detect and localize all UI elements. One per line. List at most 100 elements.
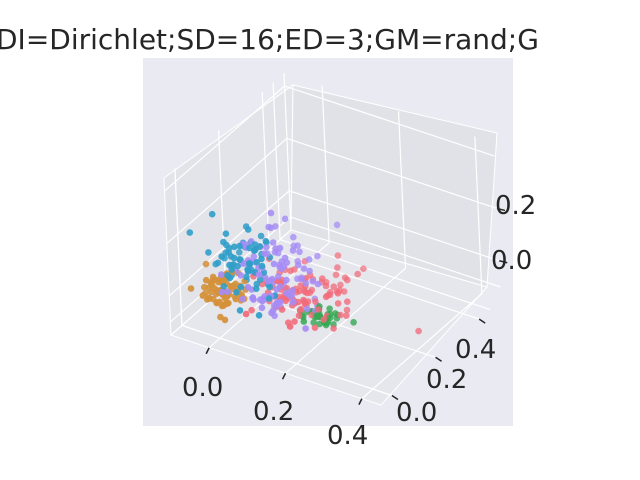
- scatter-point-cluster-4: [267, 277, 275, 284]
- scatter-point-cluster-1: [330, 325, 337, 332]
- scatter-point-cluster-4: [270, 260, 278, 268]
- grid-line-back-x: [321, 85, 330, 243]
- scatter-point-cluster-3: [258, 255, 265, 263]
- scatter-point-cluster-4: [267, 224, 275, 232]
- scatter-point-cluster-1: [340, 288, 348, 295]
- scatter-point-cluster-1: [330, 283, 338, 291]
- scatter-point-cluster-1: [337, 311, 344, 319]
- scatter-point-cluster-3: [257, 232, 265, 240]
- scatter-point-cluster-3: [244, 226, 252, 233]
- x-tick-mark: [205, 347, 210, 355]
- scatter-point-cluster-1: [332, 271, 340, 279]
- scatter-point-cluster-4: [309, 277, 317, 285]
- z-tick-mark: [499, 260, 508, 264]
- scatter-point-cluster-2: [202, 276, 210, 284]
- scatter-point-cluster-4: [302, 279, 310, 287]
- scatter-point-cluster-5: [300, 318, 308, 325]
- y-tick-label-0: 0.0: [396, 398, 437, 428]
- scatter-point-cluster-3: [228, 262, 236, 270]
- scatter-point-cluster-2: [202, 260, 210, 268]
- scatter-point-cluster-2: [203, 296, 211, 303]
- scatter-point-cluster-4: [258, 304, 266, 312]
- scatter-point-cluster-2: [216, 298, 223, 306]
- scatter-point-cluster-2: [232, 295, 240, 303]
- scatter-point-cluster-1: [314, 306, 322, 313]
- scatter-point-cluster-1: [334, 290, 342, 297]
- scatter-point-cluster-3: [218, 253, 225, 260]
- scatter-point-cluster-3: [252, 285, 260, 293]
- scatter-point-cluster-5: [326, 305, 333, 313]
- scatter-point-cluster-1: [242, 310, 250, 318]
- scatter-point-cluster-4: [287, 292, 294, 300]
- scatter-point-cluster-4: [241, 260, 248, 267]
- scatter-point-cluster-3: [258, 262, 266, 270]
- z-tick-label-1: 0.2: [495, 191, 536, 221]
- scatter-point-cluster-4: [283, 276, 290, 284]
- scatter-point-cluster-4: [269, 307, 277, 315]
- scatter-point-cluster-4: [249, 294, 256, 302]
- scatter-point-cluster-4: [314, 280, 322, 288]
- chart-title: DI=Dirichlet;SD=16;ED=3;GM=rand;G: [0, 23, 539, 56]
- scatter-point-cluster-4: [289, 247, 297, 254]
- scatter-point-cluster-3: [262, 237, 270, 245]
- scatter-point-cluster-4: [239, 295, 247, 303]
- scatter-point-cluster-3: [214, 259, 222, 267]
- scatter-point-cluster-3: [266, 283, 274, 291]
- grid-line-back-x: [474, 136, 483, 294]
- scatter-point-cluster-1: [344, 298, 351, 306]
- scatter-point-cluster-4: [303, 305, 311, 313]
- scatter-point-cluster-4: [276, 244, 284, 252]
- grid-line-floor-x: [361, 293, 483, 400]
- grid-line-left-y: [261, 92, 270, 250]
- scatter-point-cluster-1: [343, 312, 350, 320]
- scatter-point-cluster-4: [274, 273, 282, 280]
- scatter-point-cluster-4: [281, 215, 289, 223]
- scatter-point-cluster-1: [415, 327, 422, 335]
- grid-line-floor-y: [181, 324, 393, 397]
- scatter-point-cluster-2: [232, 280, 239, 288]
- scatter-point-cluster-1: [287, 267, 294, 275]
- scatter-point-cluster-4: [314, 252, 321, 260]
- grid-line-back-z: [286, 137, 498, 209]
- grid-line-back-z: [289, 190, 500, 262]
- z-tick-label-0: 0.0: [491, 246, 532, 276]
- scatter-point-cluster-4: [218, 288, 226, 296]
- scatter-point-cluster-2: [223, 293, 231, 300]
- scatter-point-cluster-2: [215, 276, 222, 284]
- grid-line-left-y: [174, 168, 183, 326]
- scatter-point-cluster-5: [313, 312, 321, 319]
- grid-line-back-x: [397, 111, 407, 269]
- scatter-point-cluster-5: [350, 319, 357, 326]
- scatter-point-cluster-3: [208, 210, 216, 218]
- scatter-point-cluster-3: [233, 289, 240, 296]
- scatter-point-cluster-3: [222, 230, 230, 237]
- grid-line-left-z: [168, 190, 290, 297]
- data-points: [186, 209, 422, 335]
- scatter-point-cluster-4: [306, 267, 313, 275]
- scatter-point-cluster-1: [286, 323, 294, 330]
- scatter-point-cluster-1: [334, 252, 342, 259]
- scatter-point-cluster-4: [224, 288, 231, 296]
- grid-line-floor-y: [279, 238, 491, 311]
- grid-line-floor-x: [285, 267, 406, 374]
- scatter-point-cluster-1: [337, 281, 344, 289]
- scatter-point-cluster-2: [211, 285, 218, 292]
- scatter-point-cluster-4: [294, 242, 301, 249]
- scatter-point-cluster-3: [220, 283, 228, 290]
- scatter-point-cluster-1: [282, 297, 290, 305]
- scatter-point-cluster-1: [319, 275, 326, 282]
- scatter-point-cluster-3: [246, 260, 254, 268]
- z-tick-mark: [496, 207, 506, 212]
- scatter-point-cluster-4: [290, 233, 297, 241]
- scatter-point-cluster-4: [261, 250, 268, 257]
- scatter-point-cluster-1: [291, 318, 298, 325]
- grid-line-back-z: [290, 216, 501, 288]
- grid-line-floor-x: [170, 229, 292, 336]
- scatter-point-cluster-1: [278, 306, 286, 313]
- scatter-point-cluster-4: [290, 298, 297, 306]
- scatter-point-cluster-5: [310, 319, 318, 326]
- scatter-point-cluster-1: [334, 300, 342, 307]
- scatter-point-cluster-3: [226, 274, 234, 282]
- y-tick-mark: [391, 394, 399, 401]
